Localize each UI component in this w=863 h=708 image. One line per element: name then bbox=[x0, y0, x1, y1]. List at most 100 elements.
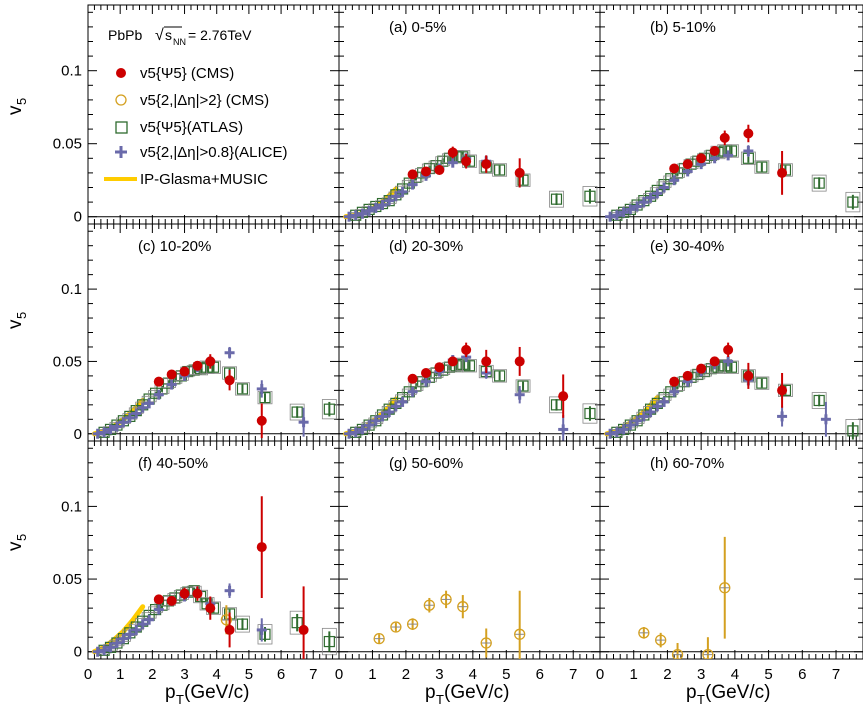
cms-psi-point bbox=[481, 159, 492, 170]
x-tick-label: 6 bbox=[277, 666, 285, 683]
panel-label: (g) 50-60% bbox=[389, 455, 463, 472]
cms-psi-point bbox=[743, 128, 754, 139]
x-tick-label: 4 bbox=[469, 666, 477, 683]
atlas-point bbox=[847, 425, 859, 437]
atlas-point bbox=[550, 399, 563, 411]
legend-label-cms-2pc: v5{2,|Δη|>2} (CMS) bbox=[140, 92, 269, 109]
x-axis-label-unit: (GeV/c) bbox=[184, 682, 249, 703]
atlas-sys-box bbox=[811, 392, 827, 409]
y-tick-label: 0.1 bbox=[61, 281, 82, 298]
cms-2pc-point bbox=[671, 648, 684, 659]
panel-series bbox=[604, 342, 861, 441]
x-tick-label: 0 bbox=[84, 666, 92, 683]
cms-2pc-point bbox=[514, 628, 526, 640]
cms-2pc-point bbox=[480, 637, 492, 649]
panel-7: 0 1 2 3 4 5 6 7 (g) 50-60% bbox=[335, 440, 601, 683]
cms-psi-point bbox=[192, 360, 203, 371]
legend-marker-cms-2pc bbox=[115, 94, 127, 106]
cms-psi-point bbox=[407, 373, 418, 384]
atlas-sys-box bbox=[845, 419, 861, 441]
x-tick-label: 0 bbox=[596, 666, 604, 683]
cms-psi-point bbox=[777, 167, 788, 178]
panel-8: 0 1 2 3 4 5 6 7 (h) 60-70% bbox=[596, 440, 863, 683]
collision-energy-label: √ s NN = 2.76TeV bbox=[155, 26, 252, 47]
svg-text:= 2.76TeV: = 2.76TeV bbox=[188, 27, 252, 43]
legend-marker-alice bbox=[115, 146, 127, 158]
y-tick-label: 0.1 bbox=[61, 63, 82, 80]
atlas-sys-box bbox=[582, 403, 598, 424]
x-tick-label: 4 bbox=[731, 666, 739, 683]
atlas-sys-box bbox=[811, 174, 827, 192]
collision-system-label: PbPb bbox=[108, 27, 142, 43]
x-axis-label: p bbox=[425, 682, 436, 703]
panel-4: (d) 20-30% bbox=[338, 223, 601, 442]
atlas-sys-box bbox=[257, 624, 273, 645]
panel-frame bbox=[338, 440, 601, 660]
cms-psi-point bbox=[166, 595, 177, 606]
cms-2pc-point bbox=[457, 601, 469, 613]
cms-2pc-point bbox=[390, 621, 402, 633]
panel-label: (c) 10-20% bbox=[138, 238, 211, 255]
legend-marker-cms-psi bbox=[116, 68, 126, 78]
atlas-point bbox=[517, 380, 529, 392]
panel-grid: 0 0.05 0.1 (a) 0-5% (b) 5-10% 0 0.05 0.1 (c) 10-… bbox=[53, 4, 863, 683]
cms-psi-point bbox=[298, 624, 309, 635]
atlas-point bbox=[236, 383, 249, 395]
panel-series bbox=[638, 536, 731, 659]
x-axis-label: p bbox=[686, 682, 697, 703]
panel-frame bbox=[338, 223, 601, 442]
atlas-sys-box bbox=[515, 379, 531, 393]
panel-series bbox=[605, 124, 861, 222]
atlas-sys-box bbox=[235, 615, 250, 633]
x-tick-label: 3 bbox=[180, 666, 188, 683]
atlas-sys-box bbox=[754, 376, 770, 390]
y-axis-label-sub: 5 bbox=[14, 312, 29, 319]
atlas-point bbox=[813, 177, 825, 189]
x-tick-label: 2 bbox=[148, 666, 156, 683]
y-tick-label: 0.05 bbox=[53, 136, 82, 153]
panel-series bbox=[343, 342, 598, 441]
x-tick-label: 7 bbox=[569, 666, 577, 683]
legend: PbPb √ s NN = 2.76TeV v5{Ψ5} (CMS) v5{2,… bbox=[104, 26, 287, 188]
atlas-sys-box bbox=[257, 390, 273, 405]
legend-label-alice: v5{2,|Δη|>0.8}(ALICE) bbox=[140, 144, 287, 161]
legend-label-glasma: IP-Glasma+MUSIC bbox=[140, 171, 268, 188]
cms-psi-point bbox=[434, 164, 445, 175]
atlas-sys-box bbox=[492, 163, 508, 177]
cms-psi-point bbox=[407, 169, 418, 180]
x-axis-label: p bbox=[165, 682, 176, 703]
panel-series bbox=[373, 590, 526, 659]
cms-psi-point bbox=[256, 542, 267, 553]
svg-text:√: √ bbox=[155, 27, 164, 44]
atlas-point bbox=[494, 370, 506, 382]
atlas-point bbox=[291, 406, 303, 418]
cms-psi-point bbox=[514, 167, 525, 178]
atlas-point bbox=[463, 360, 476, 372]
panel-series bbox=[91, 346, 337, 439]
legend-label-atlas: v5{Ψ5}(ATLAS) bbox=[140, 119, 243, 136]
y-axis-label-sub: 5 bbox=[14, 534, 29, 541]
panel-label: (d) 20-30% bbox=[389, 238, 463, 255]
atlas-point bbox=[756, 377, 768, 389]
cms-psi-point bbox=[192, 588, 203, 599]
cms-psi-point bbox=[709, 356, 720, 367]
x-tick-label: 1 bbox=[116, 666, 124, 683]
atlas-point bbox=[323, 403, 335, 415]
x-tick-label: 5 bbox=[502, 666, 510, 683]
cms-psi-point bbox=[743, 370, 754, 381]
panel-1: (a) 0-5% bbox=[338, 4, 601, 225]
y-tick-label: 0 bbox=[74, 209, 82, 226]
atlas-point bbox=[813, 394, 825, 407]
panel-label: (h) 60-70% bbox=[650, 455, 724, 472]
atlas-point bbox=[584, 190, 596, 202]
cms-2pc-point bbox=[702, 648, 714, 659]
atlas-sys-box bbox=[492, 369, 508, 383]
x-tick-label: 5 bbox=[764, 666, 772, 683]
x-tick-label: 5 bbox=[245, 666, 253, 683]
atlas-point bbox=[584, 407, 596, 420]
atlas-sys-box bbox=[235, 382, 250, 396]
cms-psi-point bbox=[682, 159, 693, 170]
panel-frame bbox=[87, 223, 340, 442]
cms-2pc-point bbox=[440, 593, 452, 606]
panel-6: 0 0.05 0.1 0 1 2 3 4 5 6 7 (f) 40-50% bbox=[53, 440, 340, 683]
